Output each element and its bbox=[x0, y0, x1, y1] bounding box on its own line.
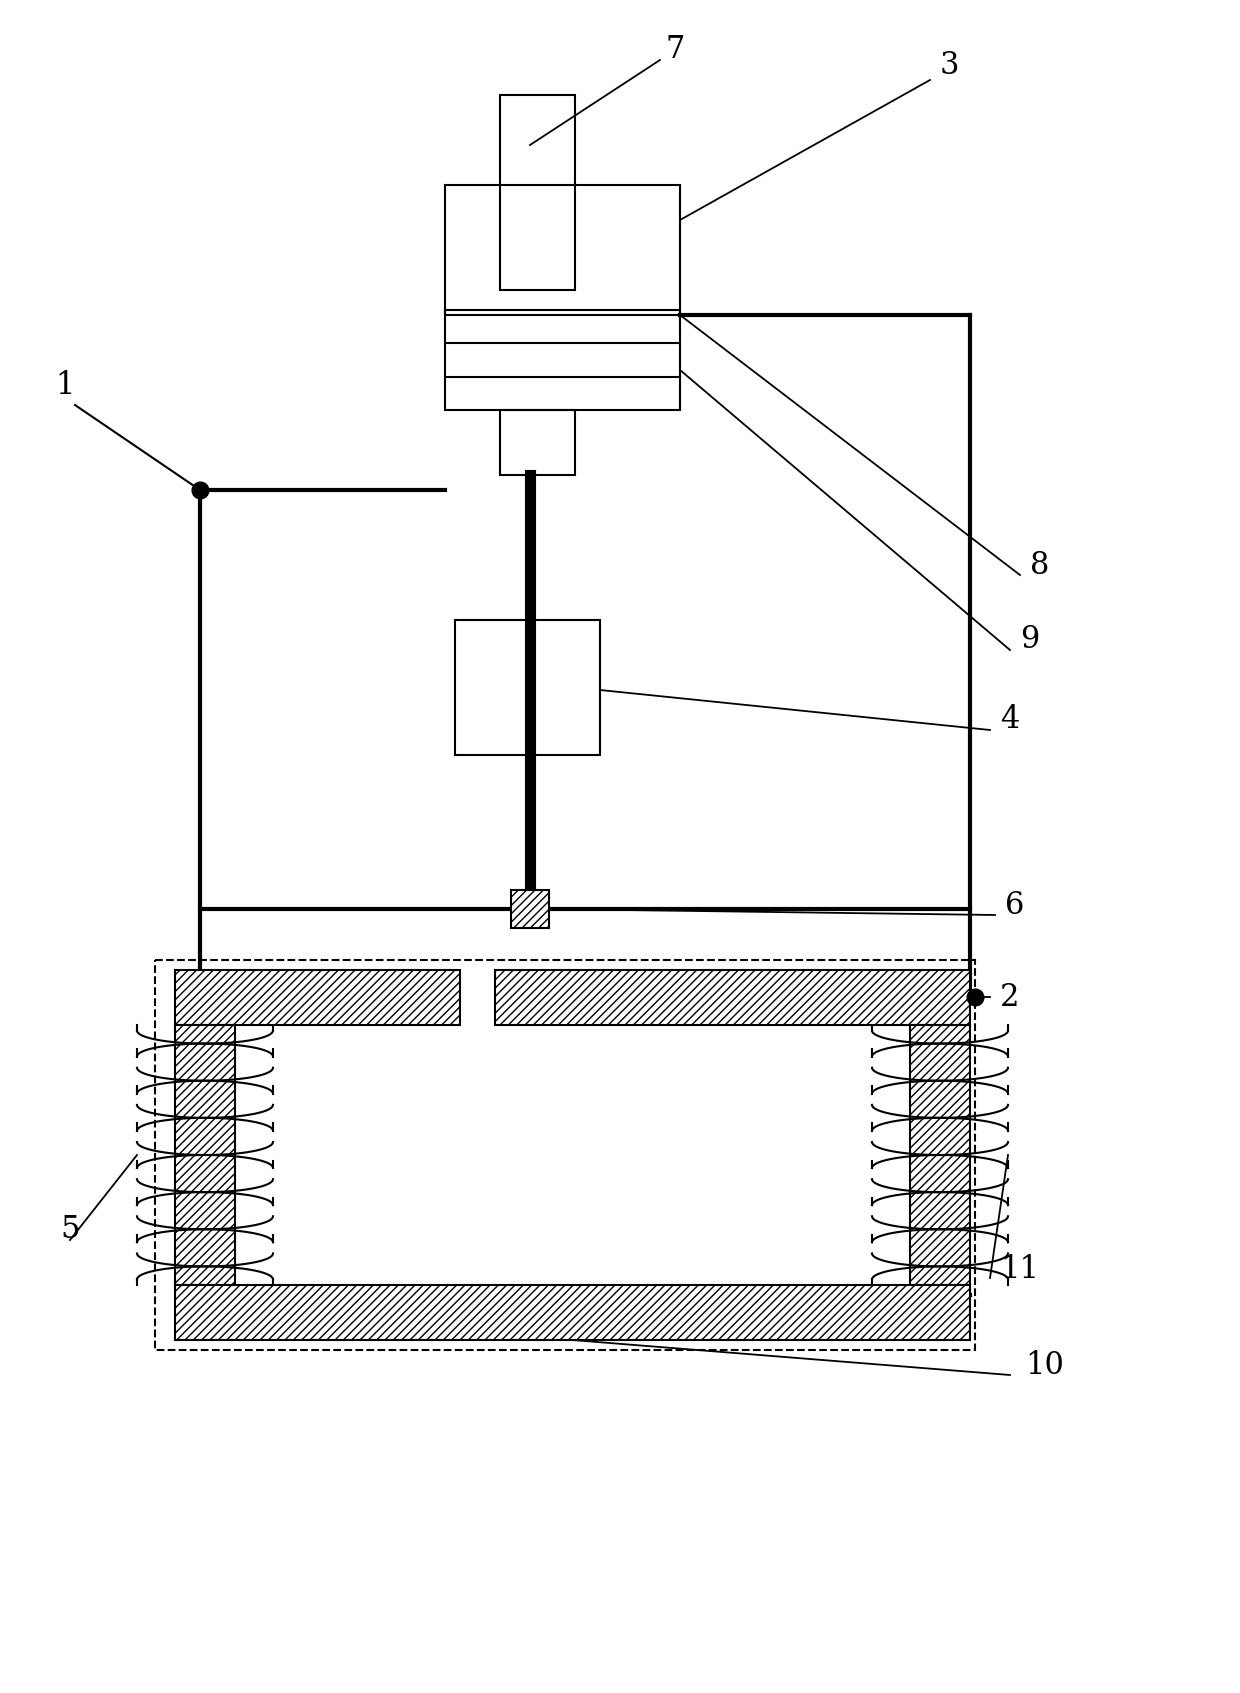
Text: 4: 4 bbox=[999, 704, 1019, 735]
Text: 5: 5 bbox=[60, 1214, 79, 1246]
Bar bbox=[175, 1285, 970, 1339]
Text: 9: 9 bbox=[1021, 625, 1039, 655]
Text: 10: 10 bbox=[1025, 1349, 1064, 1380]
Text: 7: 7 bbox=[665, 34, 684, 66]
Bar bbox=[175, 1024, 236, 1285]
Bar bbox=[495, 970, 970, 1024]
Bar bbox=[445, 310, 680, 410]
Bar bbox=[445, 185, 680, 315]
Bar bbox=[155, 960, 975, 1349]
Bar bbox=[175, 970, 460, 1024]
Bar bbox=[500, 95, 575, 290]
Bar bbox=[511, 891, 549, 928]
Bar bbox=[500, 410, 575, 476]
Text: 3: 3 bbox=[940, 49, 960, 81]
Text: 2: 2 bbox=[999, 982, 1019, 1012]
Text: 6: 6 bbox=[1004, 889, 1024, 921]
Bar bbox=[910, 1024, 970, 1285]
Text: 8: 8 bbox=[1030, 550, 1049, 581]
Bar bbox=[455, 620, 600, 755]
Text: 11: 11 bbox=[999, 1255, 1039, 1285]
Text: 1: 1 bbox=[55, 369, 74, 401]
